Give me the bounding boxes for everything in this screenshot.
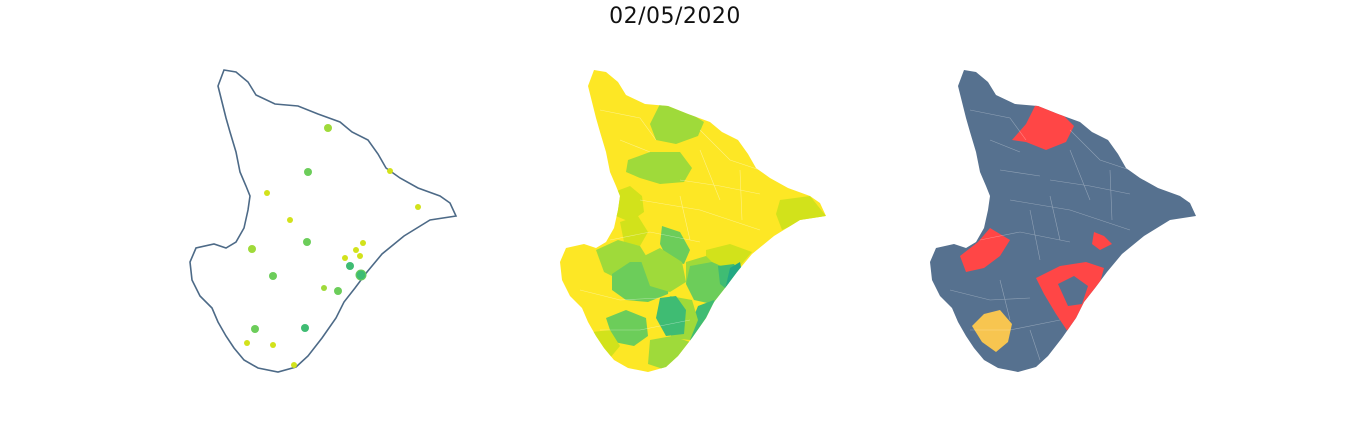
highlight-map	[930, 70, 1196, 372]
region-base	[930, 70, 1196, 372]
figure-title: 02/05/2020	[609, 4, 741, 29]
region	[776, 196, 826, 230]
region	[606, 310, 648, 346]
region-highlight	[960, 228, 1010, 272]
bubble	[269, 272, 277, 280]
bubble	[248, 245, 256, 253]
region-inner	[1058, 276, 1088, 306]
bubble	[324, 124, 332, 132]
region	[706, 244, 752, 268]
region-highlight-orange	[972, 310, 1012, 352]
region	[648, 336, 690, 370]
bubble	[304, 168, 312, 176]
region-highlight	[1092, 232, 1112, 250]
region	[626, 152, 692, 184]
bubble	[357, 253, 363, 259]
bubble	[303, 238, 311, 246]
bubble	[415, 204, 421, 210]
bubble	[301, 324, 309, 332]
highlight-regions	[930, 70, 1196, 372]
bubble	[355, 269, 367, 281]
choropleth-map	[560, 70, 826, 372]
bubble	[353, 247, 359, 253]
bubble	[360, 240, 366, 246]
region	[620, 216, 648, 246]
bubble	[346, 262, 354, 270]
bubble	[387, 168, 393, 174]
region-highlight	[1012, 104, 1074, 150]
bubble	[264, 190, 270, 196]
region-borders	[579, 109, 761, 331]
bubble	[251, 325, 259, 333]
bubble	[342, 255, 348, 261]
bubble-group	[244, 124, 421, 368]
region	[640, 248, 686, 292]
bubble-map	[189, 69, 458, 373]
state-outline	[189, 69, 458, 373]
region	[614, 186, 644, 222]
bubble	[244, 340, 250, 346]
bubble	[321, 285, 327, 291]
bubble	[270, 342, 276, 348]
bubble	[334, 287, 342, 295]
bubble	[291, 362, 297, 368]
choropleth-regions	[560, 70, 826, 372]
bubble	[287, 217, 293, 223]
region-borders	[949, 109, 1131, 361]
region	[656, 296, 686, 336]
